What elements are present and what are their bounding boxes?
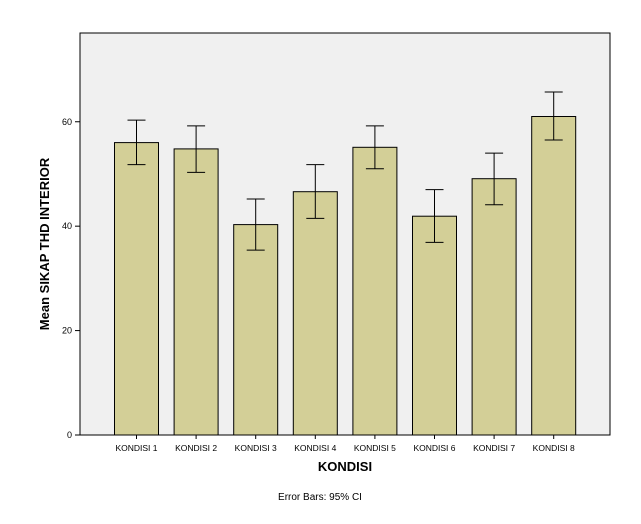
bar-7 <box>471 178 517 436</box>
error-bar-7 <box>485 152 504 206</box>
error-bar-1 <box>127 119 146 166</box>
plot-area <box>79 32 611 436</box>
x-tick-label: KONDISI 7 <box>473 443 515 453</box>
y-tick-label: 0 <box>67 430 72 440</box>
bar-4 <box>292 191 338 436</box>
bar-3 <box>233 224 279 436</box>
y-axis: 0 20 40 60 <box>62 117 80 440</box>
x-axis: KONDISI 1 KONDISI 2 KONDISI 3 KONDISI 4 KOND… <box>115 435 575 453</box>
x-tick-label: KONDISI 2 <box>175 443 217 453</box>
x-tick-label: KONDISI 4 <box>294 443 336 453</box>
x-tick-label: KONDISI 6 <box>413 443 455 453</box>
error-bar-4 <box>306 164 325 219</box>
bar-6 <box>412 215 457 436</box>
bar-1 <box>114 142 159 436</box>
error-bar-8 <box>544 91 563 141</box>
bars <box>114 116 577 436</box>
x-tick-label: KONDISI 3 <box>235 443 277 453</box>
error-bar-6 <box>425 189 444 243</box>
x-tick-label: KONDISI 8 <box>533 443 575 453</box>
y-tick-label: 40 <box>62 221 72 231</box>
y-axis-title: Mean SIKAP THD INTERIOR <box>37 157 52 330</box>
error-bar-2 <box>187 125 206 173</box>
error-bar-5 <box>365 125 384 170</box>
error-bar-3 <box>246 198 265 251</box>
x-tick-label: KONDISI 5 <box>354 443 396 453</box>
error-bars <box>127 91 563 251</box>
bar-5 <box>352 146 398 436</box>
y-tick-label: 60 <box>62 117 72 127</box>
bar-8 <box>531 116 577 436</box>
x-tick-label: KONDISI 1 <box>115 443 157 453</box>
x-axis-title: KONDISI <box>318 459 372 474</box>
bar-2 <box>173 148 219 436</box>
error-bars-note: Error Bars: 95% CI <box>278 492 362 503</box>
y-tick-label: 20 <box>62 326 72 336</box>
